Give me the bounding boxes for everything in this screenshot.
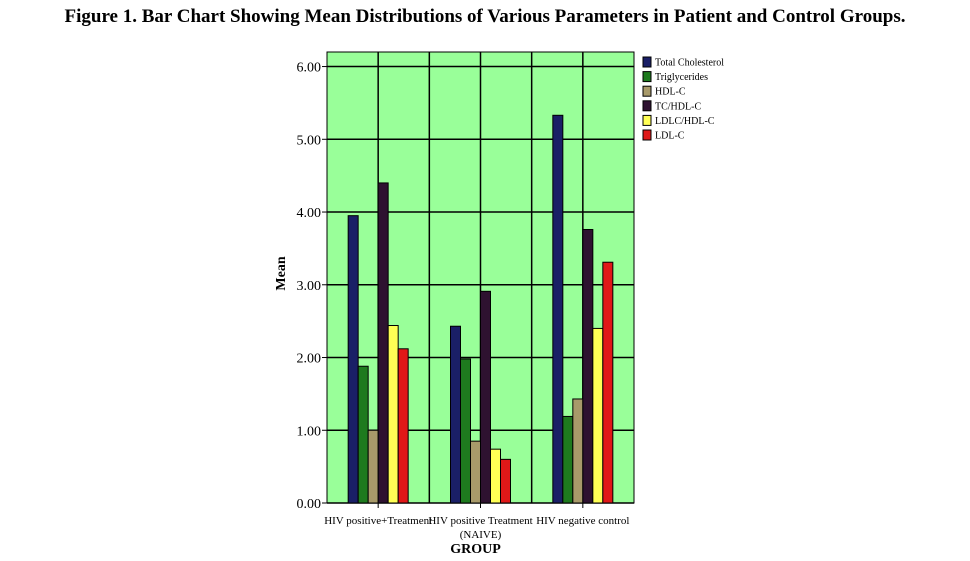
bar: [592, 327, 604, 504]
x-axis-title: GROUP: [450, 542, 501, 557]
legend-label: Triglycerides: [655, 72, 708, 83]
bar: [572, 398, 584, 504]
legend-swatch: [642, 85, 652, 97]
y-tick-label: 2.00: [297, 352, 322, 367]
legend: Total Cholesterol Triglycerides HDL-C TC/HD…: [642, 56, 724, 142]
x-tick-label: HIV positive+Treatment: [324, 515, 432, 527]
y-axis-title: Mean: [274, 256, 289, 290]
bar: [552, 114, 564, 504]
bar: [480, 290, 491, 504]
legend-swatch: [642, 56, 652, 68]
bar: [582, 228, 594, 504]
legend-swatch: [642, 100, 652, 112]
bar: [347, 215, 359, 504]
bar: [562, 415, 574, 504]
bar: [387, 325, 399, 504]
figure-title: Figure 1. Bar Chart Showing Mean Distrib…: [64, 6, 906, 27]
bar: [397, 348, 409, 504]
y-tick-label: 6.00: [297, 61, 322, 76]
y-tick-label: 5.00: [297, 133, 322, 148]
bar: [377, 182, 389, 504]
bar: [500, 458, 511, 504]
legend-label: Total Cholesterol: [655, 58, 724, 69]
bar: [490, 448, 501, 504]
x-tick-label: HIV positive Treatment: [428, 515, 532, 527]
legend-label: LDLC/HDL-C: [655, 116, 715, 127]
bar: [357, 365, 369, 504]
y-tick-label: 0.00: [297, 497, 322, 512]
legend-swatch: [642, 114, 652, 126]
x-tick-label: HIV negative control: [536, 515, 629, 527]
axes: 0.00 1.00 2.00 3.00 4.00 5.00 6.00 HIV positive…: [297, 61, 630, 541]
bar: [602, 261, 614, 504]
bar: [450, 325, 461, 504]
y-tick-label: 4.00: [297, 206, 322, 221]
bars: [347, 114, 614, 504]
x-tick-label: (NAIVE): [460, 529, 502, 541]
y-tick-label: 1.00: [297, 424, 322, 439]
legend-label: TC/HDL-C: [655, 101, 701, 112]
legend-swatch: [642, 71, 652, 83]
legend-swatch: [642, 129, 652, 141]
y-tick-label: 3.00: [297, 279, 322, 294]
bar: [470, 440, 481, 504]
legend-label: LDL-C: [655, 131, 685, 142]
legend-label: HDL-C: [655, 87, 686, 98]
bar: [367, 429, 379, 504]
bar: [460, 358, 471, 504]
